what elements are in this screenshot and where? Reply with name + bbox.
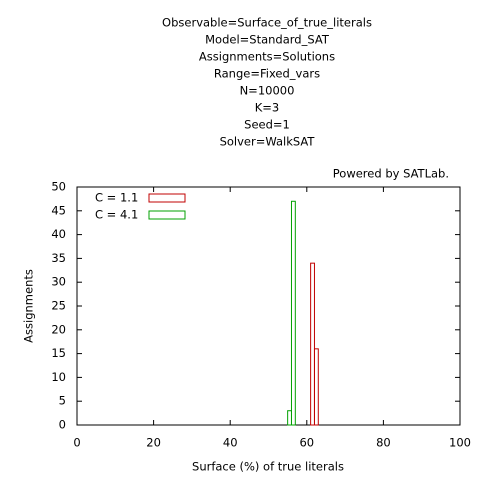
legend-label: C = 1.1 — [95, 191, 138, 205]
legend-label: C = 4.1 — [95, 208, 138, 222]
plot-frame — [76, 186, 461, 426]
title-line: N=10000 — [240, 84, 295, 98]
y-tick-label: 50 — [51, 180, 66, 194]
title-line: Range=Fixed_vars — [214, 67, 320, 81]
bar — [290, 200, 296, 426]
x-tick-label: 80 — [376, 436, 391, 450]
title-line: Model=Standard_SAT — [205, 33, 330, 47]
y-tick-label: 45 — [51, 203, 66, 217]
y-tick-label: 10 — [51, 370, 66, 384]
title-line: Observable=Surface_of_true_literals — [162, 16, 372, 30]
annotation: Powered by SATLab. — [333, 167, 449, 181]
x-tick-label: 40 — [223, 436, 238, 450]
y-axis-label: Assignments — [22, 269, 36, 343]
y-tick-label: 5 — [59, 394, 66, 408]
y-tick-label: 0 — [59, 418, 66, 432]
legend-swatch — [148, 210, 186, 220]
title-line: K=3 — [255, 101, 280, 115]
bar — [310, 262, 315, 426]
title-line: Seed=1 — [244, 118, 290, 132]
x-tick-label: 60 — [299, 436, 314, 450]
bar — [287, 410, 292, 426]
x-tick-label: 0 — [73, 436, 80, 450]
y-tick-label: 20 — [51, 322, 66, 336]
x-axis-label: Surface (%) of true literals — [192, 460, 344, 474]
bar — [313, 348, 319, 426]
x-tick-label: 20 — [146, 436, 161, 450]
title-line: Solver=WalkSAT — [220, 135, 316, 149]
y-tick-label: 15 — [51, 346, 66, 360]
title-line: Assignments=Solutions — [199, 50, 335, 64]
y-tick-label: 25 — [51, 299, 66, 313]
y-tick-label: 35 — [51, 251, 66, 265]
x-tick-label: 100 — [449, 436, 471, 450]
y-tick-label: 40 — [51, 227, 66, 241]
y-tick-label: 30 — [51, 275, 66, 289]
legend-swatch — [148, 193, 186, 203]
